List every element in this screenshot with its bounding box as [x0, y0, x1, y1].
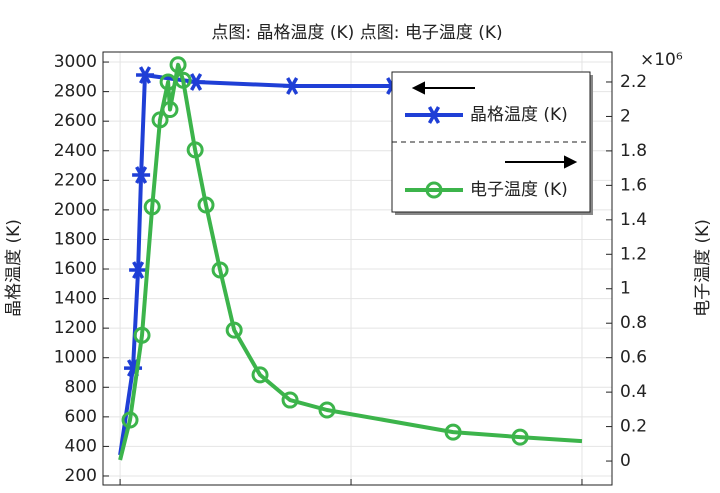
legend: 晶格温度 (K) 电子温度 (K)	[391, 71, 593, 215]
y-tick-label: 600	[65, 407, 97, 427]
marker	[225, 321, 243, 339]
marker-stroke	[190, 73, 203, 91]
y-tick-label: 1400	[54, 289, 97, 309]
y2-tick-label: 0.6	[620, 348, 647, 368]
y-tick-label: 2600	[54, 111, 97, 131]
y-tick-label: 1800	[54, 229, 97, 249]
y2-multiplier: ×10⁶	[640, 50, 683, 70]
y2-tick-label: 1.6	[620, 175, 647, 195]
marker	[136, 66, 155, 84]
y-tick-label: 800	[65, 377, 97, 397]
y2-tick-label: 0.2	[620, 417, 647, 437]
y2-tick-label: 2.2	[620, 72, 647, 92]
marker	[318, 401, 336, 419]
marker-stroke	[132, 261, 145, 279]
chart-title: 点图: 晶格温度 (K) 点图: 电子温度 (K)	[211, 23, 502, 43]
marker	[511, 428, 529, 446]
marker	[444, 423, 462, 441]
y-tick-label: 2200	[54, 170, 97, 190]
marker-stroke	[139, 66, 152, 84]
y2-tick-label: 0	[620, 451, 631, 471]
series-line	[118, 62, 583, 461]
legend-arrow-right	[505, 155, 578, 169]
marker	[129, 261, 148, 279]
y2-tick-label: 1	[620, 279, 631, 299]
marker	[132, 166, 151, 184]
y2-tick-label: 0.8	[620, 313, 647, 333]
y-tick-label: 200	[65, 466, 97, 486]
y-tick-label: 400	[65, 436, 97, 456]
y-axis-label: 晶格温度 (K)	[4, 219, 24, 317]
y-tick-label: 1600	[54, 259, 97, 279]
marker-stroke	[286, 77, 299, 95]
legend-label: 电子温度 (K)	[470, 180, 568, 200]
marker-stroke	[427, 106, 441, 124]
legend-label: 晶格温度 (K)	[470, 105, 568, 125]
marker-stroke	[126, 359, 140, 377]
marker	[197, 196, 215, 214]
marker	[425, 106, 443, 124]
marker	[151, 111, 169, 129]
marker	[143, 198, 161, 216]
marker	[211, 261, 229, 279]
marker	[251, 366, 269, 384]
marker	[161, 101, 179, 119]
y2-tick-label: 0.4	[620, 382, 647, 402]
marker	[186, 141, 204, 159]
y-tick-label: 2400	[54, 141, 97, 161]
y-tick-label: 1000	[54, 348, 97, 368]
marker	[425, 181, 443, 199]
marker	[174, 71, 192, 89]
y2-axis-label: 电子温度 (K)	[693, 219, 713, 317]
marker	[133, 326, 151, 344]
y-tick-label: 1200	[54, 318, 97, 338]
y-tick-label: 2000	[54, 200, 97, 220]
marker-stroke	[135, 166, 148, 184]
legend-arrow-left	[411, 81, 475, 95]
plot-frame	[102, 51, 613, 486]
y-tick-label: 2800	[54, 82, 97, 102]
marker	[169, 56, 187, 74]
y2-tick-label: 1.8	[620, 141, 647, 161]
y-tick-label: 3000	[54, 52, 97, 72]
marker	[121, 411, 139, 429]
y2-tick-label: 1.2	[620, 244, 647, 264]
marker	[281, 391, 299, 409]
y2-tick-label: 2	[620, 106, 631, 126]
marker	[283, 77, 302, 95]
y2-tick-label: 1.4	[620, 210, 647, 230]
